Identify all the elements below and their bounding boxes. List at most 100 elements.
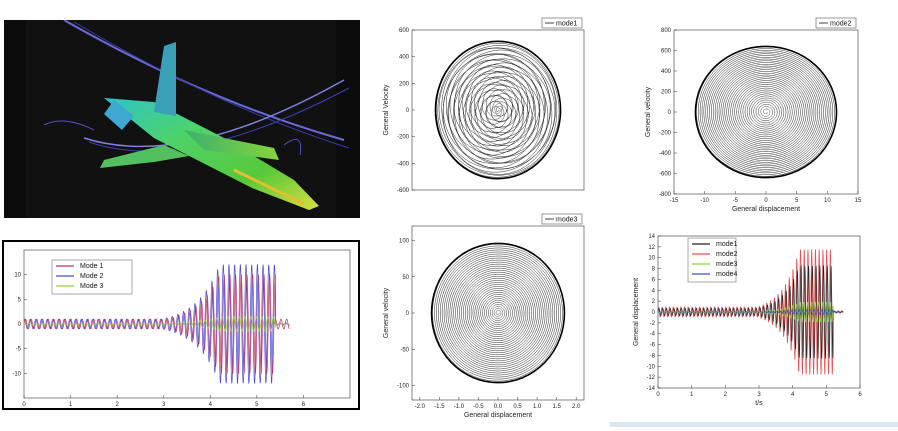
y-axis-label: General velocity — [645, 86, 652, 137]
phase-plot-mode1: 600 400 200 0 -200 -400 -600 General Velocity mo… — [370, 8, 588, 204]
legend-box — [815, 17, 857, 29]
y-tick-label: -5 — [16, 347, 22, 353]
y-tick-label: -50 — [400, 347, 409, 353]
x-tick-label: -5 — [733, 198, 739, 204]
x-tick-label: -1.5 — [434, 404, 445, 410]
y-tick-label: 0 — [668, 110, 672, 116]
y-axis-label: General displacement — [633, 278, 640, 346]
y-tick-label: 12 — [648, 245, 655, 251]
streamline-1 — [63, 19, 345, 141]
y-tick-label: -12 — [646, 375, 655, 381]
x-tick-label: -10 — [700, 198, 709, 204]
y-tick-label: -4 — [650, 332, 656, 338]
limit-cycle — [434, 40, 562, 180]
y-tick-label: 800 — [661, 28, 672, 34]
x-tick-label: -1.0 — [454, 404, 465, 410]
y-tick-label: 8 — [652, 267, 656, 273]
y-tick-label: -2 — [650, 321, 656, 327]
y-tick-label: -14 — [646, 386, 655, 392]
x-tick-label: 2.0 — [572, 404, 581, 410]
y-tick-label: -400 — [659, 151, 672, 157]
y-tick-label: 6 — [652, 277, 656, 283]
x-tick-label: 10 — [824, 198, 831, 204]
y-tick-label: -6 — [650, 343, 656, 349]
x-tick-label: 0 — [22, 402, 26, 408]
x-tick-label: 5 — [825, 392, 829, 398]
vertical-tail — [154, 42, 176, 116]
limit-cycle — [430, 242, 566, 384]
x-tick-label: 1.5 — [552, 404, 561, 410]
x-axis-label: General displacement — [464, 412, 532, 419]
y-tick-label: 200 — [661, 90, 672, 96]
x-tick-label: 5 — [255, 402, 259, 408]
y-tick-label: -100 — [397, 384, 410, 390]
x-axis-label: General displacement — [732, 206, 800, 213]
y-tick-label: -800 — [659, 192, 672, 198]
series-line-mode4 — [657, 309, 844, 315]
y-tick-label: 600 — [399, 28, 410, 34]
y-tick-label: 2 — [652, 299, 656, 305]
cfd-aircraft-image — [4, 19, 360, 218]
streamline-2 — [73, 21, 350, 149]
vortex-1 — [43, 120, 95, 131]
x-tick-label: -15 — [670, 198, 679, 204]
legend-box — [541, 213, 583, 225]
legend-label: mode2 — [830, 21, 852, 28]
legend-label: Mode 1 — [80, 263, 103, 270]
y-axis-label: General Velocity — [383, 84, 390, 135]
time-history-plot-b: 14 12 10 8 6 4 2 0 -2 -4 -6 -8 -10 -12 -14 0 1 2 3 4 5 6 Gener… — [626, 230, 866, 420]
phase-plot-mode3: 100 50 0 -50 -100 -2.0 -1.5 -1.0 -0.5 0.0 0.5 1.0 1.… — [370, 200, 588, 426]
phase-trajectory-mode3 — [432, 243, 565, 382]
fuselage — [104, 98, 319, 210]
x-tick-label: 2 — [724, 392, 728, 398]
y-tick-label: 5 — [18, 297, 22, 303]
x-tick-label: 1 — [690, 392, 694, 398]
y-tick-label: -8 — [650, 353, 656, 359]
x-tick-label: 0.0 — [494, 404, 503, 410]
legend-box — [687, 237, 737, 283]
y-tick-label: 14 — [648, 234, 655, 240]
y-tick-label: -600 — [659, 172, 672, 178]
x-tick-label: 4 — [791, 392, 795, 398]
y-tick-label: 200 — [399, 81, 410, 87]
y-tick-label: 4 — [652, 288, 656, 294]
x-tick-label: 4 — [209, 402, 213, 408]
legend-label: mode2 — [716, 251, 738, 258]
time-history-plot-a: 10 5 0 -5 -10 0 1 2 3 4 5 6 Mode 1 Mode 2 Mode 3 — [2, 240, 360, 410]
y-tick-label: 100 — [399, 239, 410, 245]
y-tick-label: 0 — [406, 108, 410, 114]
x-tick-label: -0.5 — [473, 404, 484, 410]
y-axis-label: General velocity — [383, 287, 390, 338]
x-tick-label: 3 — [162, 402, 166, 408]
y-tick-label: -200 — [397, 135, 410, 141]
y-tick-label: -10 — [646, 364, 655, 370]
y-tick-label: 0 — [18, 322, 22, 328]
x-tick-label: 1.0 — [533, 404, 542, 410]
x-tick-label: 0 — [656, 392, 660, 398]
x-tick-label: 15 — [855, 198, 862, 204]
cfd-image-panel — [4, 19, 360, 218]
legend-label: mode3 — [716, 261, 738, 268]
legend-label: Mode 3 — [80, 283, 103, 290]
y-tick-label: 10 — [14, 273, 21, 279]
legend-label: mode1 — [556, 21, 578, 28]
x-tick-label: 5 — [795, 198, 799, 204]
legend-label: mode4 — [716, 271, 738, 278]
legend-box — [541, 17, 583, 29]
y-tick-label: 600 — [661, 49, 672, 55]
y-tick-label: 10 — [648, 256, 655, 262]
x-tick-label: 0 — [764, 198, 768, 204]
engine-intake — [104, 100, 134, 130]
y-tick-label: -10 — [12, 371, 21, 377]
y-tick-label: 400 — [399, 55, 410, 61]
x-tick-label: 6 — [858, 392, 862, 398]
x-tick-label: 1 — [69, 402, 73, 408]
y-tick-label: 0 — [406, 311, 410, 317]
x-tick-label: -2.0 — [415, 404, 426, 410]
y-tick-label: 0 — [652, 310, 656, 316]
limit-cycle — [694, 45, 838, 179]
nose-highlight — [233, 168, 305, 206]
x-tick-label: 3 — [757, 392, 761, 398]
x-axis-label: t/s — [755, 400, 763, 407]
y-tick-label: 50 — [402, 275, 409, 281]
